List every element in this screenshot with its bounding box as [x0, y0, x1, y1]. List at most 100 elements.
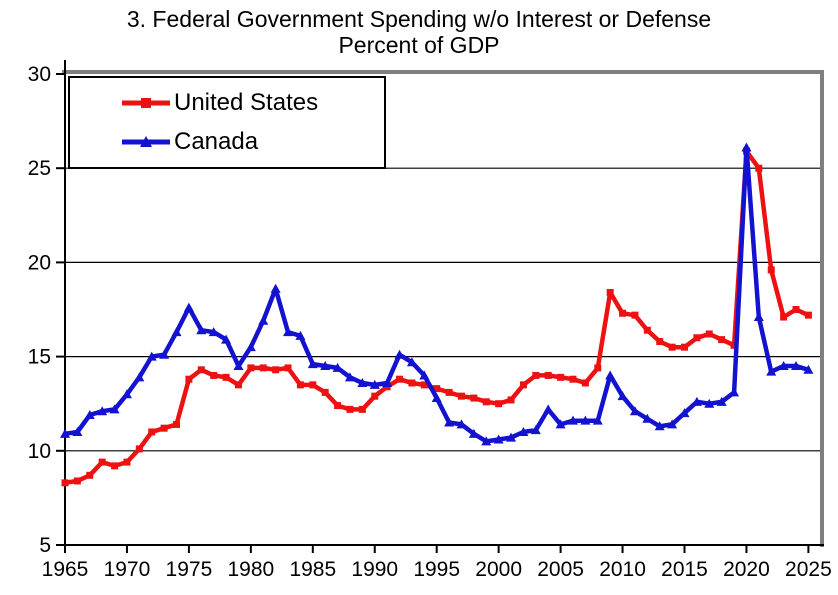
canada-marker-2010	[617, 391, 628, 401]
chart-title-block: 3. Federal Government Spending w/o Inter…	[0, 6, 838, 58]
united-states-marker-1985	[309, 381, 317, 389]
canada-marker-2004	[543, 404, 554, 414]
canada-marker-1986	[320, 361, 331, 371]
united-states-marker-1972	[148, 428, 156, 436]
united-states-marker-1983	[284, 364, 292, 372]
united-states-marker-2003	[532, 371, 540, 379]
united-states-marker-2009	[606, 289, 614, 297]
legend-item-canada: Canada	[120, 128, 384, 156]
united-states-marker-1971	[135, 445, 143, 453]
canada-marker-2023	[778, 361, 789, 371]
united-states-marker-2012	[643, 326, 651, 334]
canada-marker-2000	[493, 434, 504, 444]
canada-marker-2003	[530, 425, 541, 435]
canada-marker-2009	[605, 370, 616, 380]
canada-marker-1977	[208, 327, 219, 337]
united-states-marker-2011	[631, 311, 639, 319]
united-states-marker-1965	[61, 479, 69, 487]
united-states-marker-2018	[718, 336, 726, 344]
y-tick-label-25: 25	[28, 157, 51, 180]
united-states-marker-1978	[222, 373, 230, 381]
canada-marker-2021	[753, 312, 764, 322]
x-tick-label-2015: 2015	[661, 558, 708, 581]
canada-marker-2022	[766, 366, 777, 376]
united-states-marker-2017	[705, 330, 713, 338]
united-states-marker-2001	[507, 396, 515, 404]
united-states-marker-1995	[433, 385, 441, 393]
united-states-marker-1999	[482, 398, 490, 406]
united-states-marker-1970	[123, 458, 131, 466]
united-states-marker-1996	[445, 388, 453, 396]
united-states-marker-2025	[804, 311, 812, 319]
x-tick-label-1995: 1995	[413, 558, 460, 581]
united-states-marker-2004	[544, 371, 552, 379]
united-states-marker-1994	[420, 381, 428, 389]
united-states-marker-2005	[557, 373, 565, 381]
canada-marker-1975	[183, 302, 194, 312]
chart-title-line2: Percent of GDP	[338, 32, 500, 58]
united-states-marker-2006	[569, 375, 577, 383]
canada-marker-1998	[468, 428, 479, 438]
canada-line-marker-icon	[122, 135, 170, 147]
united-states-marker-2000	[495, 400, 503, 408]
united-states-marker-2013	[656, 338, 664, 346]
canada-marker-2017	[704, 398, 715, 408]
legend-item-united-states: United States	[120, 89, 384, 117]
x-tick-label-2025: 2025	[785, 558, 832, 581]
united-states-marker-1982	[272, 366, 280, 374]
united-states-line-marker-icon	[122, 98, 170, 109]
canada-marker-1967	[84, 410, 95, 420]
canada-marker-1972	[146, 351, 157, 361]
y-tick-label-20: 20	[28, 251, 51, 274]
canada-marker-1966	[72, 426, 83, 436]
united-states-marker-1975	[185, 375, 193, 383]
x-tick-label-1985: 1985	[289, 558, 336, 581]
x-tick-label-2000: 2000	[475, 558, 522, 581]
canada-marker-1995	[431, 393, 442, 403]
united-states-marker-1992	[396, 375, 404, 383]
canada-marker-1984	[295, 330, 306, 340]
chart-title-line1: 3. Federal Government Spending w/o Inter…	[126, 6, 712, 32]
canada-marker-1973	[159, 349, 170, 359]
chart-legend: United States Canada	[68, 76, 386, 169]
legend-label-united-states: United States	[174, 89, 319, 117]
x-tick-label-1990: 1990	[351, 558, 398, 581]
canada-marker-1976	[196, 325, 207, 335]
canada-marker-1971	[134, 372, 145, 382]
united-states-marker-1998	[470, 394, 478, 402]
canada-marker-1978	[221, 334, 232, 344]
y-tick-label-15: 15	[28, 346, 51, 369]
united-states-marker-1973	[160, 424, 168, 432]
united-states-marker-2024	[792, 306, 800, 313]
united-states-marker-1993	[408, 379, 416, 387]
united-states-marker-1977	[210, 371, 218, 379]
united-states-marker-1984	[296, 381, 304, 389]
canada-marker-1968	[97, 406, 108, 416]
canada-marker-2007	[580, 415, 591, 425]
canada-marker-1988	[344, 372, 355, 382]
canada-marker-1989	[357, 377, 368, 387]
united-states-marker-1968	[98, 458, 106, 466]
united-states-marker-1974	[173, 420, 181, 428]
canada-marker-2016	[691, 396, 702, 406]
united-states-marker-1969	[111, 462, 119, 470]
x-tick-label-2005: 2005	[537, 558, 584, 581]
y-tick-label-10: 10	[28, 440, 51, 463]
canada-marker-1981	[258, 315, 269, 325]
canada-marker-1965	[60, 428, 70, 438]
canada-marker-2025	[803, 364, 814, 374]
canada-marker-2019	[729, 387, 740, 397]
canada-marker-1996	[444, 417, 455, 427]
united-states-marker-1997	[457, 392, 465, 400]
canada-marker-1991	[382, 377, 393, 387]
united-states-marker-2010	[619, 309, 627, 317]
canada-marker-2006	[567, 415, 578, 425]
canada-marker-2012	[642, 413, 653, 423]
canada-marker-1979	[233, 361, 244, 371]
canada-marker-1990	[369, 379, 380, 389]
united-states-marker-2023	[780, 313, 788, 321]
canada-marker-1970	[121, 389, 132, 399]
y-tick-label-5: 5	[39, 534, 51, 557]
canada-marker-2001	[506, 432, 517, 442]
